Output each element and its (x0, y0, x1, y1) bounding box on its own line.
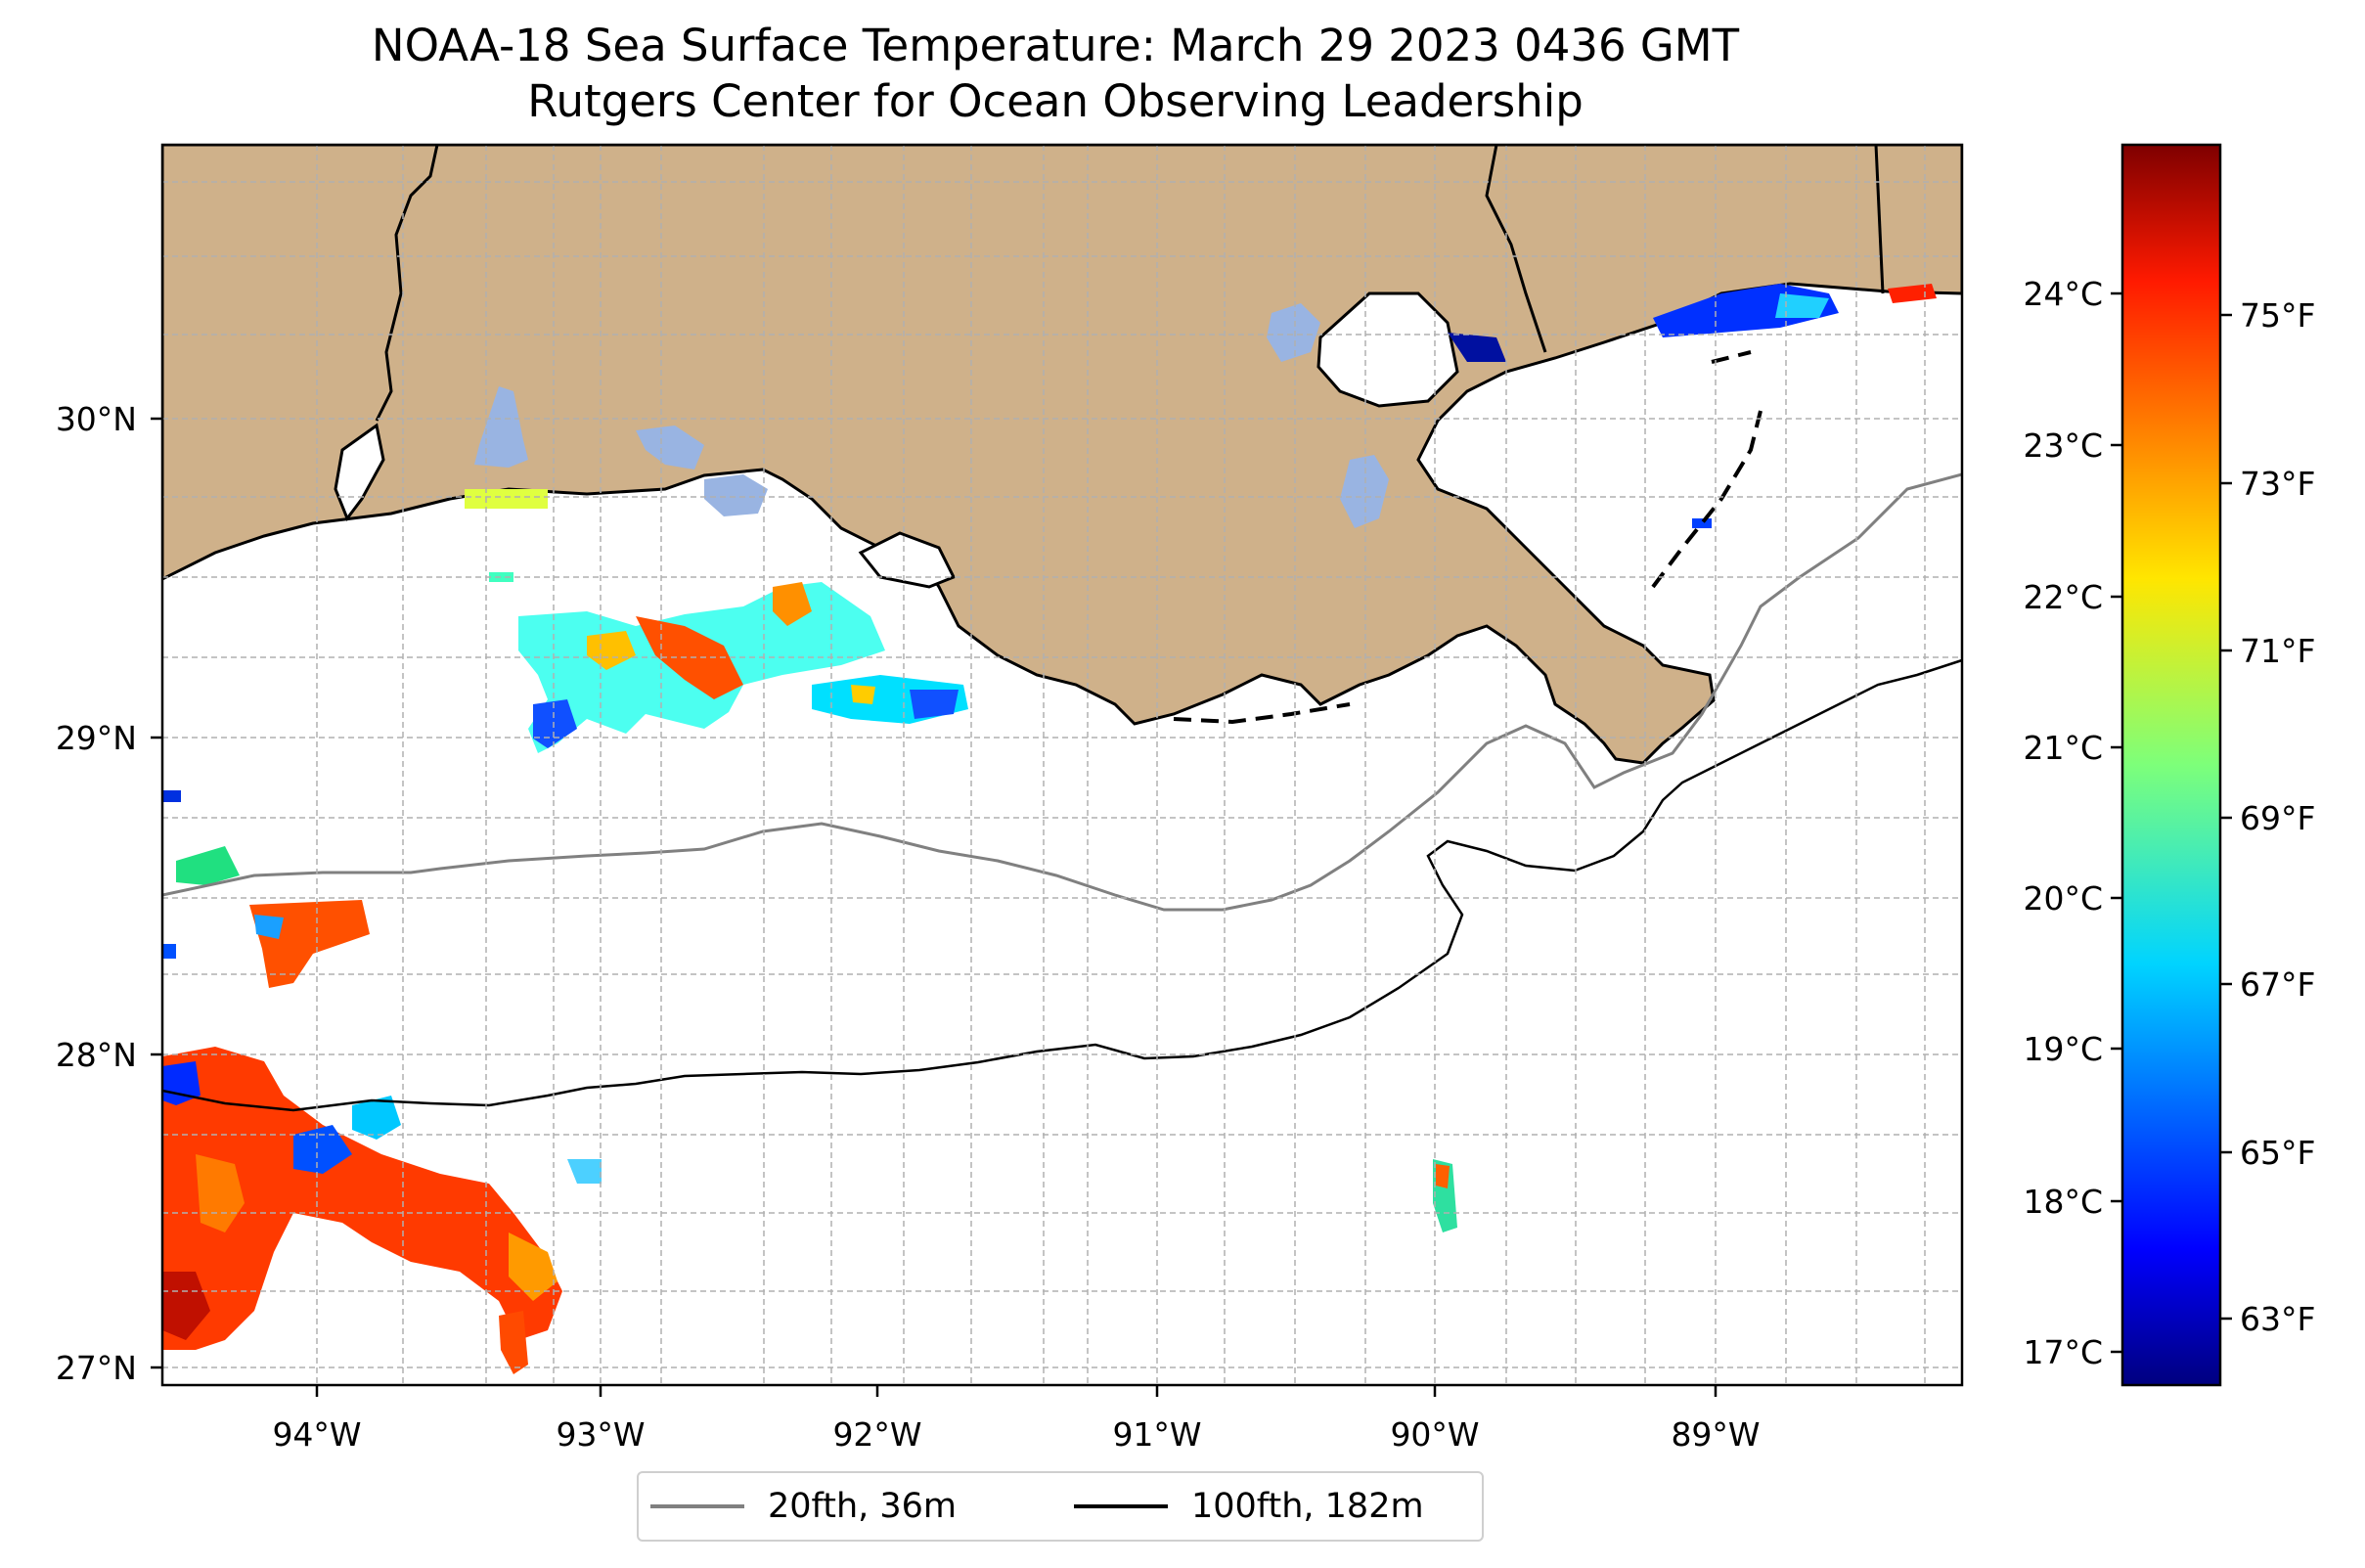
colorbar-celsius-label: 19°C (2023, 1030, 2103, 1068)
lat-label: 27°N (56, 1349, 137, 1387)
legend-label: 100fth, 182m (1191, 1487, 1424, 1526)
colorbar-celsius-label: 20°C (2023, 879, 2103, 918)
colorbar-ticks (2111, 291, 2232, 1354)
colorbar-celsius-label: 22°C (2023, 578, 2103, 616)
colorbar-fahrenheit-label: 75°F (2240, 296, 2315, 335)
lake (636, 426, 704, 470)
legend-line-icon (650, 1504, 744, 1508)
legend-line-icon (1074, 1504, 1168, 1508)
colorbar-celsius-label: 24°C (2023, 275, 2103, 313)
state-border (375, 145, 439, 422)
land-louisiana-texas (162, 145, 1962, 765)
contour-20fth (162, 472, 1962, 912)
state-border (1485, 145, 1547, 353)
lon-label: 92°W (832, 1415, 921, 1454)
lon-label: 90°W (1390, 1415, 1479, 1454)
colorbar-celsius-label: 21°C (2023, 729, 2103, 767)
lat-label: 28°N (56, 1036, 137, 1074)
colorbar-fahrenheit-label: 69°F (2240, 799, 2315, 837)
colorbar-fahrenheit-label: 67°F (2240, 965, 2315, 1004)
state-border (1874, 145, 1885, 294)
lake (1267, 303, 1320, 362)
axis-ticks (151, 417, 1718, 1397)
colorbar-fahrenheit-label: 65°F (2240, 1134, 2315, 1172)
lake-sabine (334, 423, 385, 522)
map-legend: 20fth, 36m 100fth, 182m (637, 1471, 1484, 1542)
lake (1340, 455, 1389, 528)
lat-label: 29°N (56, 719, 137, 757)
colorbar-fahrenheit-label: 71°F (2240, 632, 2315, 670)
lon-label: 93°W (556, 1415, 645, 1454)
lon-label: 94°W (272, 1415, 361, 1454)
sst-data-patches (162, 284, 1937, 1374)
lon-label: 91°W (1112, 1415, 1201, 1454)
legend-item-20fth: 20fth, 36m (650, 1485, 957, 1528)
colorbar-fahrenheit-label: 73°F (2240, 465, 2315, 503)
contour-100fth (162, 658, 1962, 1112)
map-title: NOAA-18 Sea Surface Temperature: March 2… (371, 20, 1740, 71)
colorbar-celsius-label: 18°C (2023, 1183, 2103, 1221)
coast-detail (1173, 350, 1763, 725)
grid-lines (162, 145, 1962, 1385)
map-subtitle: Rutgers Center for Ocean Observing Leade… (527, 75, 1584, 127)
colorbar-celsius-label: 17°C (2023, 1333, 2103, 1371)
map-frame (160, 143, 1964, 1387)
lat-label: 30°N (56, 400, 137, 438)
legend-label: 20fth, 36m (768, 1487, 958, 1526)
lake (474, 386, 528, 468)
legend-item-100fth: 100fth, 182m (1074, 1485, 1424, 1528)
colorbar-celsius-label: 23°C (2023, 426, 2103, 465)
lake (704, 474, 768, 516)
colorbar (2120, 143, 2222, 1387)
lake-pontchartrain (1316, 291, 1459, 408)
colorbar-fahrenheit-label: 63°F (2240, 1300, 2315, 1338)
lon-label: 89°W (1671, 1415, 1760, 1454)
